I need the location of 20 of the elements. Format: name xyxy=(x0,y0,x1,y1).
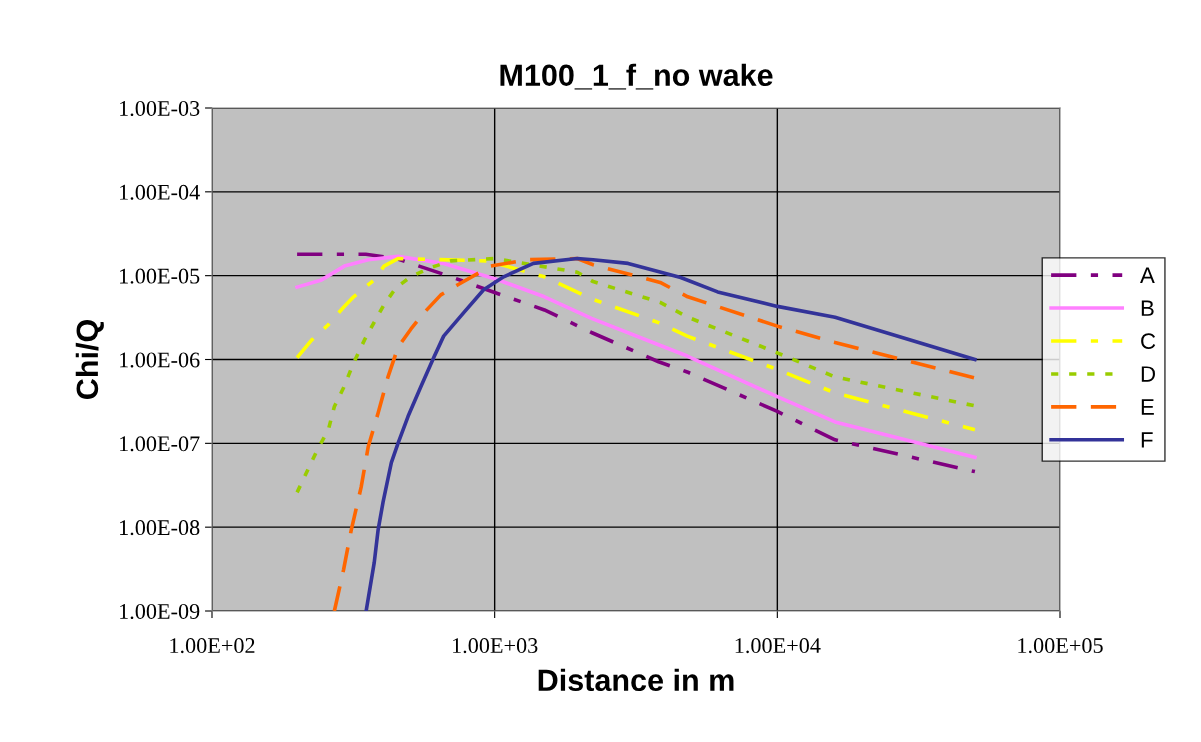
x-tick-label: 1.00E+04 xyxy=(735,638,821,654)
y-tick-label: 1.00E-03 xyxy=(120,100,200,117)
chart-title: M100_1_f_no wake xyxy=(500,63,773,90)
x-tick-label: 1.00E+02 xyxy=(170,638,255,654)
y-tick-label: 1.00E-04 xyxy=(120,184,200,200)
y-tick-label: 1.00E-05 xyxy=(120,268,200,284)
x-axis-title: Distance in m xyxy=(538,668,734,692)
legend-label: E xyxy=(1141,399,1154,415)
y-tick-label: 1.00E-08 xyxy=(120,520,200,536)
legend-label: D xyxy=(1141,366,1155,382)
legend-label: F xyxy=(1141,432,1153,448)
y-axis-title: Chi/Q xyxy=(75,320,104,399)
legend-label: C xyxy=(1141,333,1156,349)
y-tick-label: 1.00E-07 xyxy=(120,436,200,452)
x-tick-label: 1.00E+05 xyxy=(1018,638,1103,654)
y-tick-label: 1.00E-06 xyxy=(120,352,200,368)
x-tick-label: 1.00E+03 xyxy=(453,638,538,654)
y-tick-label: 1.00E-09 xyxy=(120,603,200,620)
legend-label: A xyxy=(1140,267,1155,283)
legend-label: B xyxy=(1141,300,1154,316)
